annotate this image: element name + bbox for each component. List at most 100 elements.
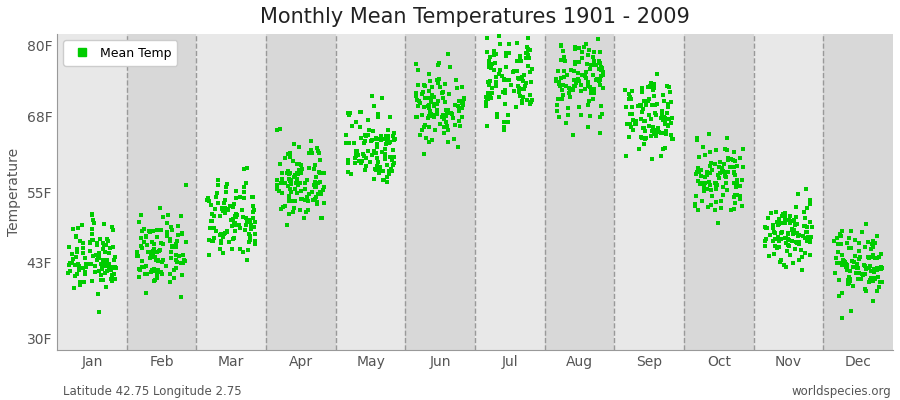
Point <box>870 233 885 239</box>
Point <box>372 170 386 176</box>
Point <box>792 232 806 238</box>
Point <box>868 266 882 272</box>
Point <box>766 224 780 231</box>
Point <box>484 60 499 67</box>
Point <box>866 252 880 258</box>
Point <box>313 157 328 164</box>
Point <box>290 176 304 182</box>
Point <box>828 269 842 276</box>
Point <box>220 227 234 234</box>
Point <box>726 206 741 212</box>
Point <box>76 264 90 271</box>
Point <box>495 72 509 79</box>
Point <box>95 266 110 272</box>
Point <box>835 228 850 234</box>
Point <box>852 256 867 262</box>
Point <box>284 150 298 157</box>
Point <box>800 205 814 211</box>
Point <box>502 41 517 47</box>
Point <box>522 92 536 98</box>
Point <box>372 166 386 172</box>
Point <box>548 76 562 82</box>
Point <box>242 237 256 243</box>
Point <box>861 238 876 245</box>
Point <box>423 113 437 120</box>
Point <box>585 54 599 60</box>
Point <box>66 226 80 232</box>
Point <box>794 247 808 253</box>
Point <box>387 160 401 167</box>
Point <box>281 150 295 157</box>
Point <box>361 132 375 138</box>
Point <box>164 255 178 262</box>
Point <box>72 238 86 244</box>
Point <box>95 246 110 252</box>
Point <box>648 112 662 118</box>
Point <box>353 109 367 115</box>
Point <box>307 166 321 172</box>
Point <box>133 235 148 242</box>
Point <box>415 127 429 133</box>
Point <box>520 50 535 56</box>
Point <box>691 165 706 171</box>
Point <box>778 234 793 241</box>
Point <box>68 254 83 260</box>
Point <box>229 214 243 220</box>
Bar <box>544 34 615 350</box>
Point <box>634 116 648 122</box>
Point <box>554 43 569 50</box>
Point <box>842 278 857 284</box>
Point <box>650 101 664 108</box>
Point <box>160 212 175 219</box>
Point <box>862 264 877 271</box>
Point <box>341 110 356 116</box>
Point <box>589 62 603 68</box>
Point <box>382 127 396 133</box>
Point <box>718 174 733 180</box>
Point <box>484 84 499 91</box>
Point <box>374 132 388 139</box>
Point <box>371 159 385 165</box>
Point <box>382 171 397 178</box>
Point <box>651 125 665 132</box>
Point <box>348 153 363 159</box>
Point <box>380 162 394 168</box>
Point <box>489 74 503 80</box>
Point <box>456 96 471 102</box>
Point <box>715 169 729 175</box>
Point <box>726 156 741 163</box>
Point <box>788 222 802 228</box>
Point <box>841 240 855 246</box>
Point <box>483 94 498 100</box>
Point <box>433 121 447 128</box>
Point <box>85 237 99 244</box>
Point <box>728 192 742 198</box>
Point <box>270 126 284 133</box>
Bar <box>57 34 127 350</box>
Point <box>206 234 220 241</box>
Point <box>562 94 577 100</box>
Point <box>760 225 774 232</box>
Point <box>767 250 781 257</box>
Point <box>789 214 804 220</box>
Point <box>704 186 718 193</box>
Point <box>61 270 76 276</box>
Point <box>451 103 465 109</box>
Point <box>356 151 370 157</box>
Point <box>348 154 363 161</box>
Point <box>798 229 813 235</box>
Point <box>805 224 819 231</box>
Point <box>719 180 733 186</box>
Point <box>587 90 601 96</box>
Point <box>634 134 649 141</box>
Point <box>105 244 120 250</box>
Point <box>553 96 567 102</box>
Point <box>500 112 515 118</box>
Point <box>70 261 85 267</box>
Point <box>452 118 466 124</box>
Point <box>452 108 466 114</box>
Point <box>654 115 669 121</box>
Point <box>133 266 148 273</box>
Point <box>204 218 219 224</box>
Point <box>355 158 369 164</box>
